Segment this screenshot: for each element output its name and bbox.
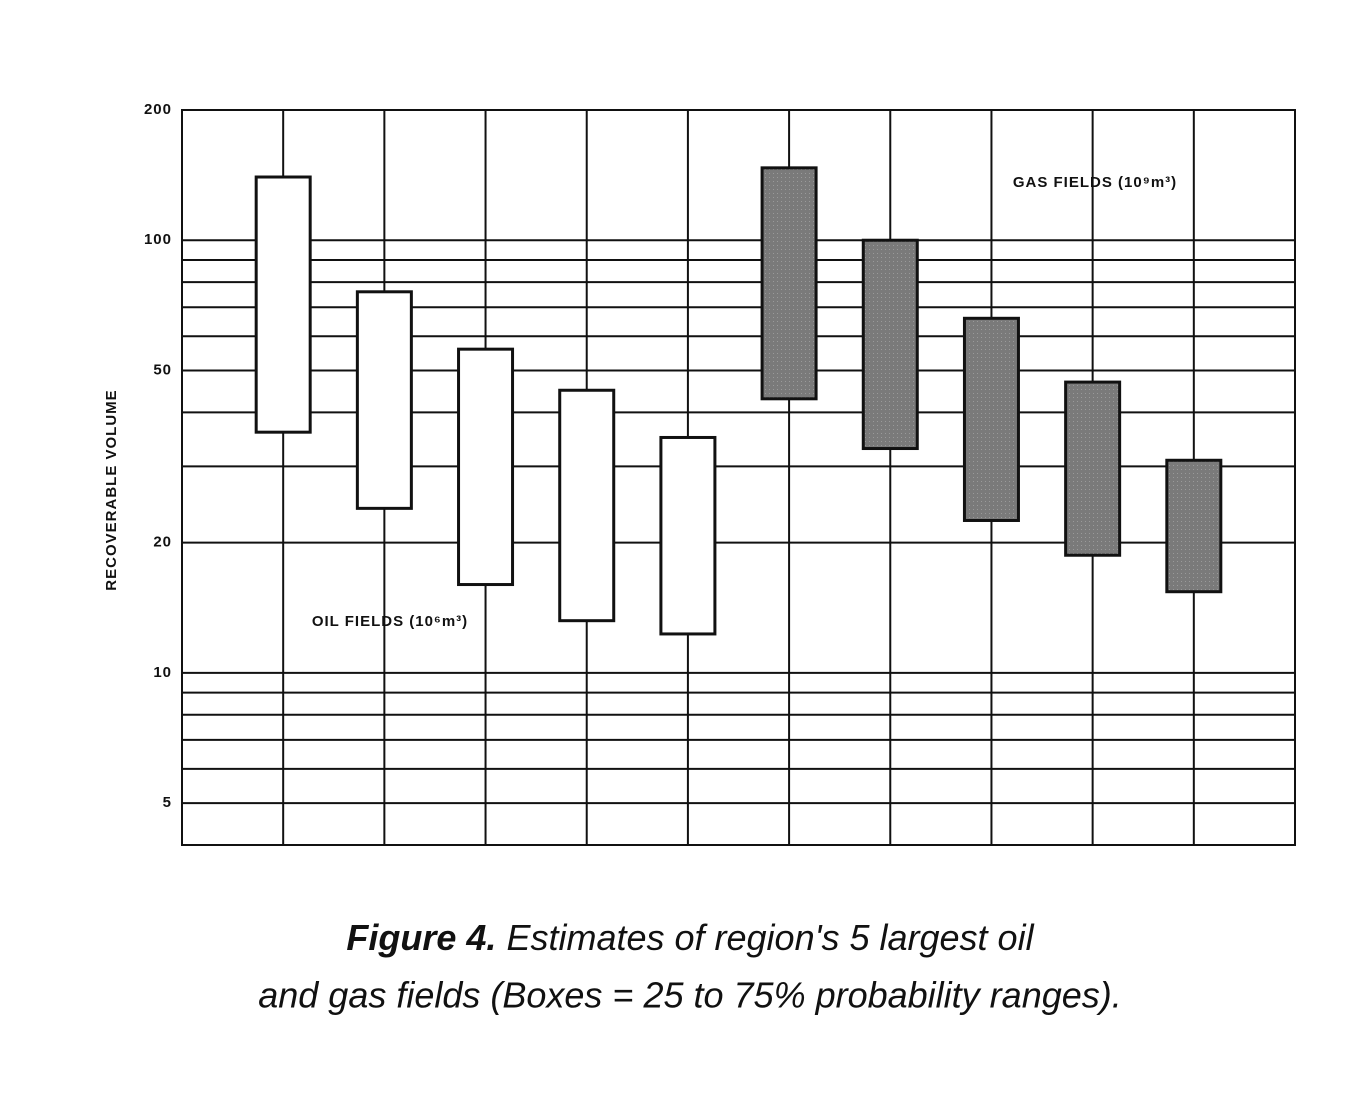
y-tick-label: 200 [144,101,172,118]
caption-line-2: and gas fields (Boxes = 25 to 75% probab… [258,975,1122,1016]
y-tick-label: 100 [144,231,172,248]
plot-frame [181,109,1296,846]
y-tick-label: 20 [153,534,172,551]
series-label: OIL FIELDS (10⁶m³) [312,613,468,630]
range-box [962,316,1020,522]
range-box [1165,458,1223,594]
y-tick-label: 10 [153,664,172,681]
range-box [457,347,515,587]
range-box [659,435,717,636]
caption-text: Estimates of region's 5 largest oil [506,917,1034,958]
y-tick-label: 5 [163,794,172,811]
range-box [558,388,616,623]
y-axis-label: RECOVERABLE VOLUME [103,389,120,590]
series-label: GAS FIELDS (10⁹m³) [1013,174,1177,191]
range-box [861,238,919,451]
range-box [254,175,312,434]
range-box [355,290,413,510]
range-box [760,166,818,401]
caption-line-1: Figure 4. Estimates of region's 5 larges… [346,917,1034,958]
range-box [1064,380,1122,557]
caption-label: Figure 4. [346,917,496,958]
y-tick-label: 50 [153,361,172,378]
